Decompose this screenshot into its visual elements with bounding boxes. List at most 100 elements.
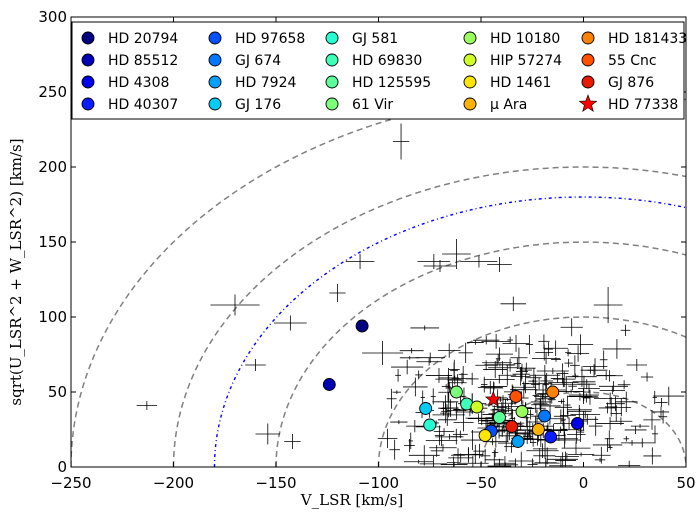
star-marker-hip-57274 (470, 400, 484, 414)
field-star-errorbar (513, 458, 519, 467)
legend-marker-hd-125595 (325, 75, 339, 89)
field-star-errorbar (588, 416, 603, 436)
field-star-errorbar (535, 394, 555, 403)
field-star-errorbar (450, 428, 463, 445)
field-star-errorbar (567, 345, 590, 362)
field-star-errorbar (485, 347, 514, 361)
field-star-errorbar (598, 381, 628, 392)
field-star-errorbar (561, 441, 591, 455)
field-star-errorbar (531, 352, 561, 365)
field-star-errorbar (582, 393, 590, 403)
field-star-errorbar (479, 448, 491, 463)
star-marker-hd-181433 (546, 385, 560, 399)
legend-marker-hd-97658 (208, 31, 222, 45)
field-star-errorbar (519, 367, 532, 373)
legend-marker-hd-20794 (81, 31, 95, 45)
field-star-errorbar (567, 405, 592, 418)
field-star-errorbar (539, 396, 561, 415)
field-star-errorbar (556, 363, 569, 384)
field-star-errorbar (433, 428, 455, 435)
star-marker-hd-125595 (493, 411, 506, 424)
field-star-errorbar (457, 455, 489, 467)
field-star-errorbar (536, 367, 569, 375)
field-star-errorbar (477, 380, 503, 395)
field-star-errorbar (551, 357, 561, 362)
field-star-errorbar (425, 434, 458, 447)
star-marker-gj-674 (538, 409, 551, 423)
star-marker--ara (531, 423, 545, 436)
star-marker-gj-176 (419, 402, 433, 415)
field-star-errorbar (404, 438, 415, 453)
legend-label-hd-4308: HD 4308 (108, 75, 169, 91)
field-star-errorbar (529, 364, 561, 386)
field-star-errorbar (136, 401, 158, 410)
field-star-errorbar (620, 324, 631, 336)
legend-label-hd-20794: HD 20794 (108, 31, 178, 47)
field-star-errorbar (605, 397, 618, 417)
field-star-errorbar (567, 452, 595, 457)
field-star-errorbar (572, 373, 579, 379)
field-star-errorbar (570, 355, 580, 376)
field-star-errorbar (522, 433, 534, 440)
field-star-errorbar (512, 366, 530, 382)
field-star-errorbar (544, 342, 553, 357)
highlighted-stars (322, 319, 584, 448)
field-star-errorbar (389, 439, 400, 460)
field-star-errorbar (510, 381, 538, 398)
field-star-errorbar (599, 386, 626, 395)
x-axis-label: V_LSR [km/s] (300, 491, 403, 509)
field-star-errorbar (527, 458, 538, 467)
y-tick-label: 50 (48, 383, 67, 401)
x-tick-label: 50 (676, 474, 695, 492)
legend-marker-hd-85512 (81, 53, 95, 67)
field-star-errorbar (593, 287, 623, 323)
field-star-errorbar (498, 430, 517, 442)
field-star-errorbar (438, 413, 457, 426)
legend-label-hd-85512: HD 85512 (108, 53, 178, 69)
field-star-errorbar (415, 352, 445, 363)
field-star-errorbar (577, 428, 585, 433)
field-star-errorbar (534, 458, 557, 467)
field-star-errorbar (392, 390, 402, 394)
legend-marker-hd-69830 (325, 53, 339, 67)
y-tick-label: 250 (38, 83, 67, 101)
field-star-errorbar (513, 358, 522, 370)
field-star-errorbar (570, 410, 601, 419)
field-star-errorbar (395, 368, 402, 382)
field-star-errorbar (345, 254, 375, 269)
field-star-errorbar (592, 446, 611, 464)
field-star-errorbar (483, 361, 508, 379)
field-star-errorbar (567, 392, 592, 401)
legend-label-hd-77338: HD 77338 (608, 97, 678, 113)
field-star-errorbar (607, 445, 613, 450)
field-star-errorbar (545, 426, 576, 433)
star-marker-hd-40307 (544, 430, 558, 444)
star-marker-61-vir (449, 385, 463, 399)
field-star-errorbar (391, 359, 424, 375)
field-star-errorbar (615, 391, 638, 413)
field-star-errorbar (567, 334, 594, 355)
x-axis: −250 −200 −150 −100 −50 0 50 (50, 17, 696, 492)
field-star-errorbar (578, 383, 600, 394)
star-marker-hd-85512 (322, 378, 336, 391)
field-star-errorbar (582, 358, 608, 375)
x-tick-label: −150 (255, 474, 296, 492)
field-star-errorbar (410, 325, 440, 331)
star-marker-gj-876 (505, 420, 519, 433)
field-star-errorbar (432, 395, 459, 409)
field-star-errorbar (549, 457, 573, 467)
field-star-errorbar (390, 420, 408, 425)
field-star-errorbar (652, 390, 657, 405)
field-star-errorbar (492, 399, 519, 414)
legend-label-gj-674: GJ 674 (235, 53, 281, 69)
field-star-errorbar (564, 358, 573, 368)
field-star-errorbar (543, 340, 569, 357)
field-star-errorbar (528, 379, 538, 383)
field-star-errorbar (506, 404, 511, 413)
legend-label-hd-7924: HD 7924 (235, 75, 296, 91)
legend-label-gj-176: GJ 176 (235, 97, 281, 113)
field-star-errorbar (403, 377, 428, 397)
y-tick-label: 200 (38, 158, 67, 176)
field-star-errorbar (617, 380, 631, 390)
